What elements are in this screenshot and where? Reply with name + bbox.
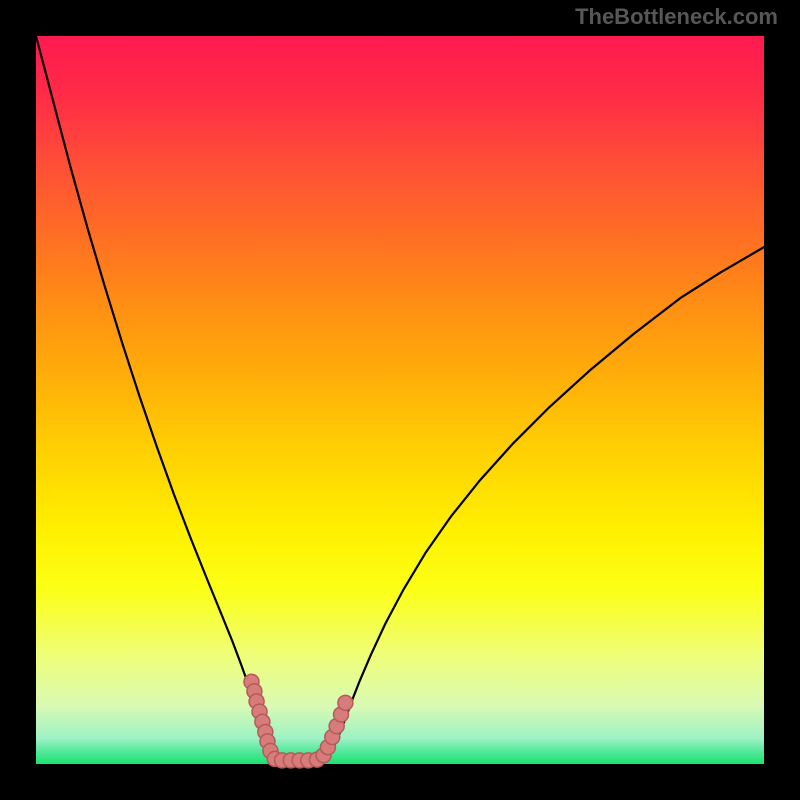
chart-svg (0, 0, 800, 800)
watermark-text: TheBottleneck.com (575, 4, 778, 30)
chart-canvas: TheBottleneck.com (0, 0, 800, 800)
plot-background (36, 36, 764, 764)
marker-right (338, 695, 353, 710)
